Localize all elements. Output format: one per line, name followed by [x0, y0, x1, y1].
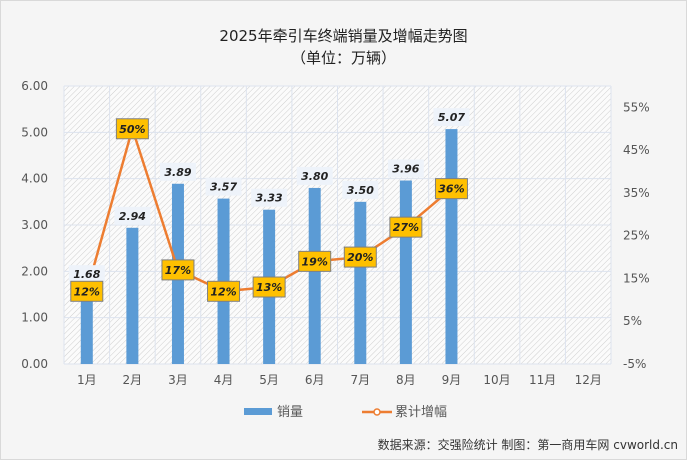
x-tick-label: 4月 [214, 373, 234, 387]
right-tick-label: 55% [623, 100, 650, 114]
bar-data-label: 3.96 [392, 163, 419, 176]
left-tick-label: 3.00 [21, 218, 48, 232]
line-data-label: 12% [210, 285, 236, 298]
bar-data-label: 2.94 [119, 210, 146, 223]
right-tick-label: 45% [623, 143, 650, 157]
x-tick-label: 12月 [575, 373, 602, 387]
bar-label-box [159, 162, 196, 181]
left-tick-label: 2.00 [21, 264, 48, 278]
bar-data-label: 3.33 [256, 192, 283, 205]
x-tick-label: 10月 [483, 373, 510, 387]
line-data-label: 27% [393, 221, 419, 234]
bar [308, 187, 321, 364]
x-tick-label: 6月 [305, 373, 325, 387]
right-tick-label: 15% [623, 271, 650, 285]
legend-bar-swatch [244, 408, 272, 415]
x-tick-label: 8月 [396, 373, 416, 387]
bar-label-box [251, 188, 288, 207]
bar-label-box [387, 159, 424, 178]
bar [399, 180, 412, 364]
chart-title: 2025年牵引车终端销量及增幅走势图 [219, 27, 468, 45]
line-data-label: 36% [438, 183, 464, 196]
bar-data-label: 3.89 [164, 166, 191, 179]
x-tick-label: 3月 [168, 373, 188, 387]
left-tick-label: 6.00 [21, 79, 48, 93]
right-tick-label: -5% [623, 357, 646, 371]
line-data-label: 12% [74, 285, 100, 298]
x-tick-label: 5月 [259, 373, 279, 387]
bar-label-box [205, 177, 242, 196]
bar-data-label: 3.80 [301, 170, 328, 183]
right-tick-label: 25% [623, 229, 650, 243]
line-label-box [70, 280, 104, 302]
legend-label: 累计增幅 [395, 405, 447, 420]
left-tick-label: 0.00 [21, 357, 48, 371]
x-tick-label: 9月 [442, 373, 462, 387]
bar-label-box [296, 166, 333, 185]
legend-label: 销量 [277, 405, 303, 420]
bar-data-label: 5.07 [438, 111, 465, 124]
line-data-label: 50% [119, 123, 145, 136]
bar-data-label: 3.50 [347, 184, 374, 197]
line-data-label: 13% [256, 281, 282, 294]
x-tick-label: 11月 [529, 373, 556, 387]
bar [126, 227, 139, 364]
line-data-label: 19% [302, 255, 328, 268]
left-tick-label: 4.00 [21, 172, 48, 186]
bar-data-label: 1.68 [73, 268, 100, 281]
bar [354, 201, 367, 364]
bar-label-box [342, 180, 379, 199]
x-tick-label: 1月 [77, 373, 97, 387]
legend-line-marker [373, 408, 381, 416]
line-label-box [161, 259, 195, 281]
source-note: 数据来源：交强险统计 制图：第一商用车网 cvworld.cn [377, 438, 678, 452]
right-tick-label: 5% [623, 314, 642, 328]
bar [445, 129, 458, 364]
line-data-label: 17% [165, 264, 191, 277]
line-label-box [115, 118, 149, 140]
line-label-box [389, 216, 423, 238]
bar [80, 286, 93, 364]
line-label-box [434, 178, 468, 200]
left-tick-label: 5.00 [21, 125, 48, 139]
bar-label-box [68, 265, 105, 284]
line-label-box [298, 250, 332, 272]
bar-label-box [114, 206, 151, 225]
x-tick-label: 7月 [350, 373, 370, 387]
bar-data-label: 3.57 [210, 181, 237, 194]
chart-subtitle: （单位：万辆） [290, 49, 396, 67]
line-label-box [252, 276, 286, 298]
right-tick-label: 35% [623, 186, 650, 200]
bar-label-box [433, 108, 470, 127]
line-label-box [207, 280, 241, 302]
line-label-box [343, 246, 377, 268]
x-tick-label: 2月 [123, 373, 143, 387]
line-data-label: 20% [347, 251, 373, 264]
left-tick-label: 1.00 [21, 311, 48, 325]
